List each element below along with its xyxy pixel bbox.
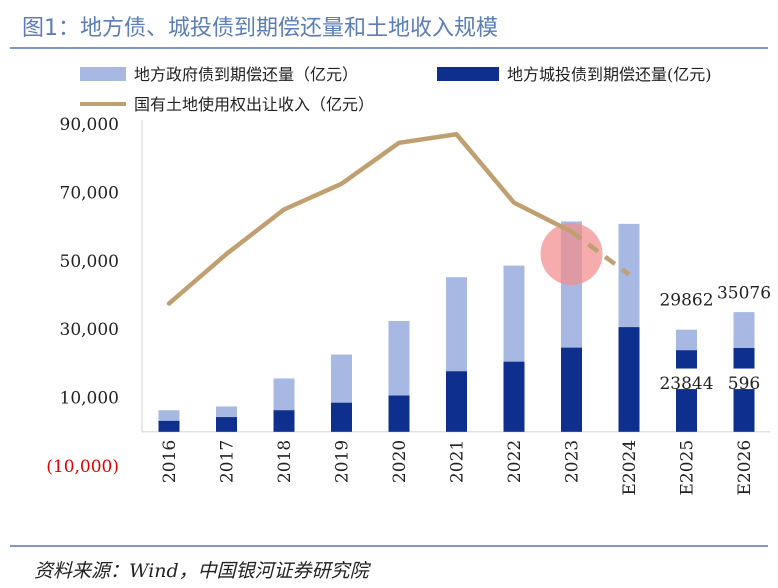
y-tick-label: 50,000 <box>60 252 119 272</box>
bar-chengtou-bond <box>503 361 525 432</box>
legend-label: 地方城投债到期偿还量(亿元) <box>507 65 712 84</box>
x-tick-label: 2020 <box>390 440 410 483</box>
footer-rule <box>10 545 768 547</box>
chart-area: 90,000 70,000 50,000 30,000 10,000 (10,000) 20… <box>46 65 771 496</box>
axis-break-gap <box>731 277 757 313</box>
data-label: 29862 <box>659 290 713 310</box>
axis-break-gap <box>731 368 757 390</box>
data-label: 35076 <box>717 283 771 303</box>
land-revenue-line-forecast <box>570 229 631 277</box>
legend-label: 国有土地使用权出让收入（亿元） <box>134 95 374 114</box>
bar-chengtou-bond <box>618 327 640 432</box>
legend-swatch <box>80 67 126 81</box>
land-revenue-line <box>166 132 574 306</box>
bar-chengtou-bond <box>273 410 295 432</box>
y-tick-label: 70,000 <box>60 183 119 203</box>
x-tick-label: E2025 <box>678 440 698 496</box>
x-tick-label: E2024 <box>620 440 640 496</box>
y-tick-label: (10,000) <box>46 457 119 477</box>
bar-chengtou-bond <box>388 395 410 432</box>
legend-swatch <box>437 67 499 81</box>
x-tick-label: 2023 <box>563 440 583 483</box>
x-tick-label: 2021 <box>448 440 468 483</box>
y-tick-label: 30,000 <box>60 320 119 340</box>
title-underline <box>10 47 768 49</box>
bar-chengtou-bond <box>561 347 582 432</box>
legend-swatch <box>80 102 126 106</box>
x-tick-label: 2022 <box>505 440 525 483</box>
x-tick-label: 2019 <box>333 440 353 483</box>
axis-break-gap <box>674 277 699 313</box>
bar-chengtou-bond <box>158 420 180 432</box>
bar-chengtou-bond <box>446 371 467 432</box>
y-tick-label: 90,000 <box>60 115 119 135</box>
data-label: 596 <box>728 374 760 394</box>
x-tick-label: 2017 <box>218 440 238 483</box>
x-tick-label: E2026 <box>735 440 755 496</box>
highlight-circle <box>540 222 603 285</box>
chart-title: 图1：地方债、城投债到期偿还量和土地收入规模 <box>22 16 498 41</box>
bar-chengtou-bond <box>216 417 237 432</box>
legend-label: 地方政府债到期偿还量（亿元） <box>134 65 358 84</box>
x-tick-label: 2018 <box>275 440 295 483</box>
axis-break-gap <box>674 368 699 390</box>
y-tick-label: 10,000 <box>60 389 119 409</box>
x-tick-label: 2016 <box>160 440 180 483</box>
source-note: 资料来源：Wind，中国银河证券研究院 <box>34 560 369 582</box>
data-label: 23844 <box>659 374 713 394</box>
bar-chengtou-bond <box>331 402 352 432</box>
